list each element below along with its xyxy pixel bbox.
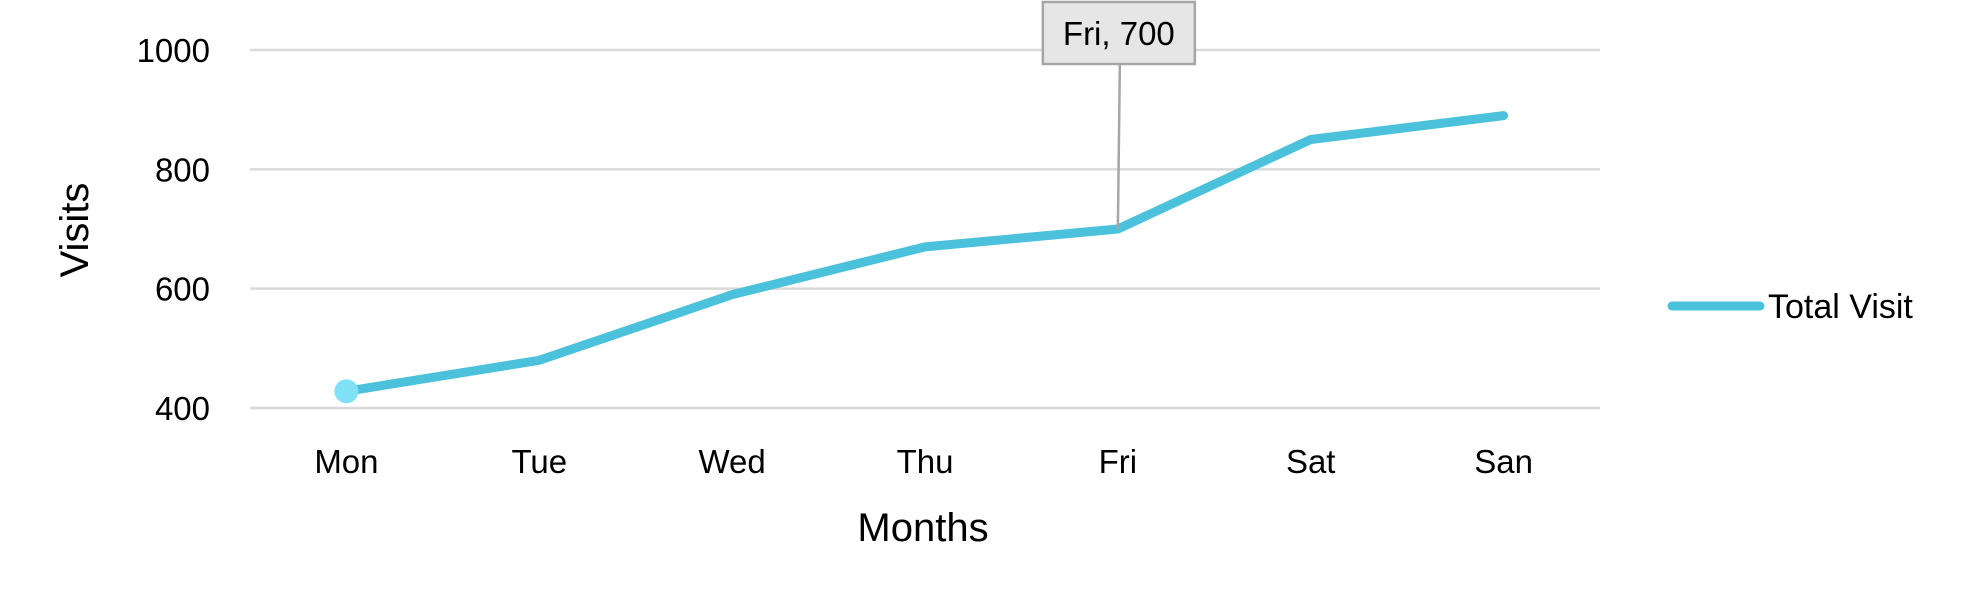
y-tick-label: 400 — [155, 390, 210, 427]
gridlines — [250, 48, 1600, 410]
series-lines — [334, 111, 1509, 404]
y-tick-label: 600 — [155, 271, 210, 308]
y-tick-labels: 400 600 800 1000 — [137, 32, 210, 427]
data-callout: Fri, 700 — [1041, 0, 1197, 230]
callout-leader — [1116, 63, 1122, 230]
x-tick-label: Thu — [897, 443, 954, 480]
y-axis-title: Visits — [53, 183, 97, 278]
legend: Total Visit — [1667, 288, 1913, 326]
highlight-marker — [334, 379, 359, 404]
x-tick-label: San — [1474, 443, 1533, 480]
x-tick-label: Sat — [1286, 443, 1336, 480]
x-tick-label: Tue — [511, 443, 567, 480]
callout-label: Fri, 700 — [1063, 15, 1175, 52]
x-tick-label: Fri — [1099, 443, 1137, 480]
x-tick-label: Mon — [314, 443, 378, 480]
x-axis-title: Months — [857, 506, 988, 550]
y-tick-label: 800 — [155, 151, 210, 188]
y-tick-label: 1000 — [137, 32, 210, 69]
legend-label: Total Visit — [1768, 288, 1913, 326]
callout-box — [1041, 0, 1197, 66]
x-tick-label: Wed — [699, 443, 766, 480]
series-line — [341, 111, 1509, 396]
x-tick-labels: Mon Tue Wed Thu Fri Sat San — [314, 443, 1533, 480]
